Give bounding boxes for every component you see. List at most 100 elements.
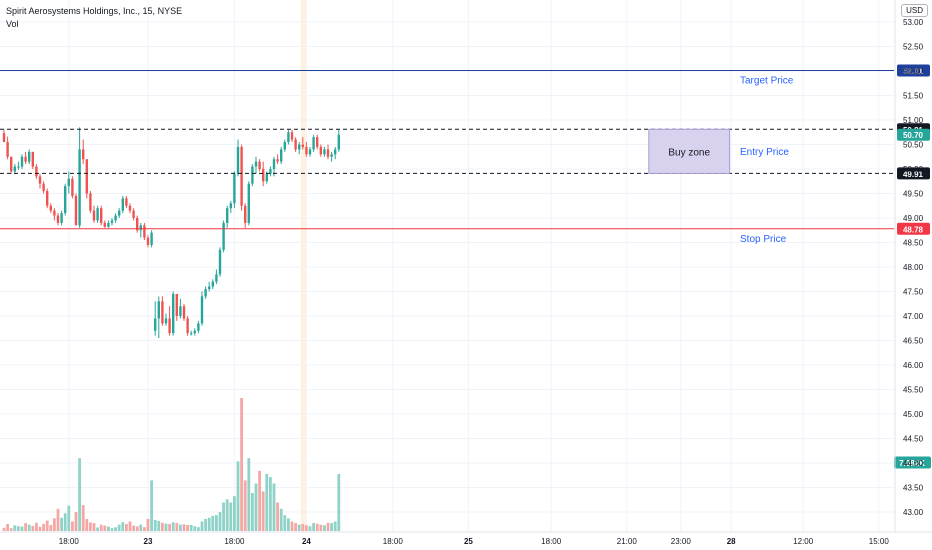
volume-bar — [200, 521, 204, 531]
candle-body — [254, 161, 258, 167]
volume-bar — [53, 518, 56, 531]
volume-bar — [38, 526, 42, 531]
volume-indicator-label[interactable]: Vol — [6, 19, 19, 29]
volume-bar — [67, 505, 71, 531]
time-tick-label: 24 — [302, 537, 311, 546]
price-tick-label: 50.50 — [903, 141, 924, 150]
price-tick-label: 45.50 — [903, 386, 924, 395]
volume-bar — [301, 524, 305, 531]
candle-body — [251, 166, 254, 184]
candle-body — [6, 142, 9, 157]
volume-bar — [85, 518, 89, 531]
price-tick-label: 44.00 — [903, 459, 924, 468]
volume-bar — [225, 499, 229, 531]
volume-bar — [27, 524, 31, 531]
volume-bar — [42, 524, 45, 531]
candle-body — [262, 169, 265, 182]
candle-body — [337, 134, 340, 150]
volume-tag — [894, 456, 931, 469]
price-tick-label: 44.50 — [903, 435, 924, 444]
session-break — [300, 0, 306, 532]
candle-body — [182, 306, 186, 319]
candle-body — [294, 139, 297, 150]
volume-bar — [330, 523, 333, 531]
volume-bar — [128, 521, 132, 531]
candle-body — [128, 205, 132, 211]
volume-bar — [56, 508, 60, 531]
volume-bar — [125, 524, 128, 531]
candle-body — [31, 151, 34, 167]
candle-body — [179, 306, 182, 316]
candle-body — [157, 301, 160, 319]
volume-bar — [153, 519, 157, 531]
candle-body — [305, 146, 308, 155]
price-tick-label: 43.00 — [903, 508, 924, 517]
candle-body — [17, 166, 20, 168]
volume-bar — [121, 522, 125, 531]
candle-body — [96, 208, 99, 221]
candle-body — [247, 183, 250, 223]
price-tick-label: 43.50 — [903, 484, 924, 493]
candle-body — [236, 146, 240, 174]
volume-bar — [312, 523, 315, 531]
candle-body — [186, 318, 189, 334]
volume-bar — [71, 521, 74, 531]
volume-bar — [150, 480, 153, 531]
price-level-label: Target Price — [740, 76, 794, 87]
candle-body — [20, 156, 24, 167]
volume-bar — [326, 522, 330, 531]
volume-bar — [107, 526, 110, 531]
candle-body — [319, 146, 322, 155]
volume-bar — [193, 526, 197, 531]
price-tick-label: 47.50 — [903, 288, 924, 297]
candle-body — [28, 151, 31, 162]
candle-body — [89, 193, 92, 211]
candle-body — [272, 159, 276, 169]
candle-body — [13, 166, 16, 172]
volume-bar — [215, 515, 218, 531]
candle-body — [215, 274, 218, 282]
candle-body — [64, 186, 67, 214]
currency-label[interactable]: USD — [901, 4, 928, 17]
volume-bar — [96, 527, 99, 531]
volume-bar — [189, 524, 193, 531]
time-tick-label: 18:00 — [541, 537, 562, 546]
buy-zone[interactable]: Buy zone — [648, 128, 731, 174]
candle-body — [175, 293, 178, 316]
volume-bar — [161, 522, 164, 531]
candle-body — [226, 208, 229, 223]
volume-bar — [254, 483, 258, 531]
volume-bar — [35, 522, 38, 531]
candle-body — [100, 208, 103, 223]
volume-bar — [139, 524, 143, 531]
price-axis[interactable]: 53.00 52.50 52.00 51.50 51.00 50.50 50.00 49.50… — [894, 0, 924, 532]
candle-body — [193, 330, 196, 334]
volume-bar — [276, 502, 279, 531]
time-axis[interactable]: 18:00 23 18:00 24 18:00 25 18:00 21:00 23:00 28 12… — [0, 531, 932, 546]
candle-body — [244, 205, 247, 223]
volume-bar — [240, 398, 243, 531]
volume-bar — [6, 524, 9, 531]
candle-body — [114, 215, 117, 221]
candle-body — [240, 146, 243, 206]
volume-bar — [243, 480, 247, 531]
candle-body — [164, 318, 168, 324]
volume-bar — [261, 491, 265, 531]
volume-bar — [236, 461, 240, 531]
time-tick-label: 12:00 — [793, 537, 814, 546]
volume-bar — [132, 525, 135, 531]
volume-bar — [179, 524, 182, 531]
volume-bar — [135, 526, 139, 531]
volume-bar — [294, 523, 297, 531]
volume-bar — [31, 525, 35, 531]
volume-bar — [333, 521, 337, 531]
last-price-tag — [897, 128, 930, 141]
candle-body — [190, 333, 193, 335]
candle-body — [46, 191, 49, 206]
candle-body — [276, 159, 279, 162]
volume-bar — [74, 512, 78, 531]
volume-bar — [319, 524, 323, 531]
candle-body — [316, 137, 319, 147]
